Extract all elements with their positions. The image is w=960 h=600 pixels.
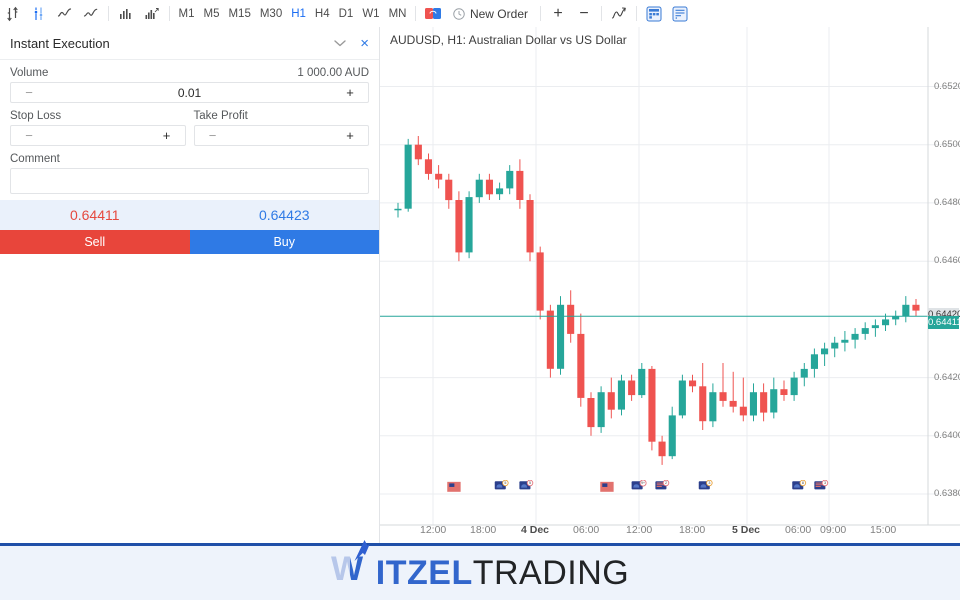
svg-text:5: 5	[529, 481, 531, 485]
svg-text:2: 2	[665, 481, 667, 485]
svg-text:3: 3	[708, 481, 710, 485]
svg-text:8: 8	[802, 481, 804, 485]
svg-text:5: 5	[504, 481, 506, 485]
svg-text:9+: 9+	[641, 481, 645, 485]
svg-text:3: 3	[824, 481, 826, 485]
